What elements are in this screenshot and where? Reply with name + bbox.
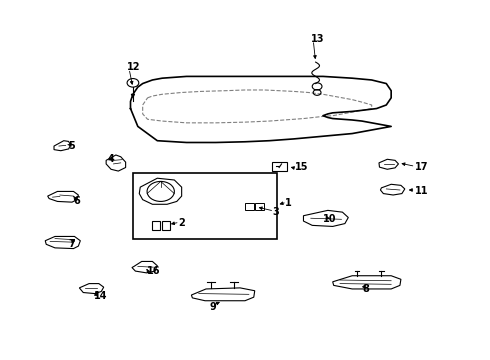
Text: 5: 5 [69, 141, 75, 151]
Text: 10: 10 [323, 214, 337, 224]
Text: 2: 2 [178, 218, 185, 228]
Text: 8: 8 [362, 284, 369, 294]
Text: 17: 17 [415, 162, 428, 172]
Text: 14: 14 [94, 291, 107, 301]
Text: 4: 4 [108, 154, 114, 163]
Text: 12: 12 [127, 63, 141, 72]
Text: 13: 13 [311, 34, 324, 44]
Text: 7: 7 [69, 239, 75, 249]
Text: 16: 16 [147, 266, 160, 276]
Text: 1: 1 [285, 198, 292, 208]
Text: 3: 3 [272, 207, 279, 217]
Text: 11: 11 [415, 186, 428, 196]
Text: 9: 9 [210, 302, 217, 312]
Text: 6: 6 [74, 197, 80, 206]
Text: 15: 15 [294, 162, 308, 172]
